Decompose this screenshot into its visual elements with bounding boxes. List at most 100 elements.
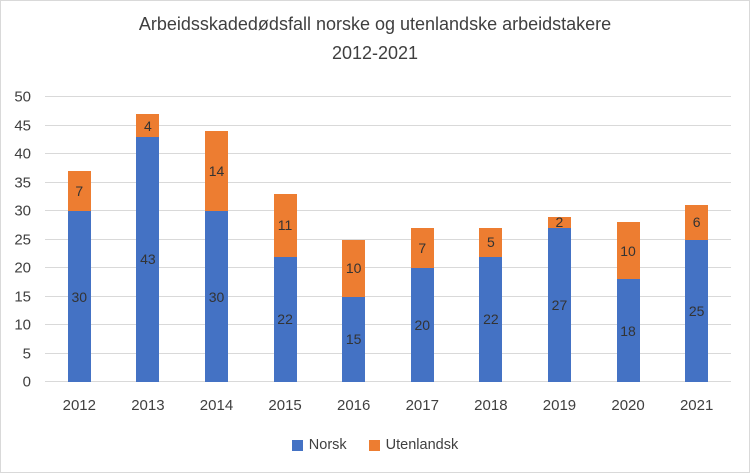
bar-slot: 25 6 [662, 97, 731, 382]
stacked-bar-2021: 25 6 [685, 97, 709, 382]
legend: Norsk Utenlandsk [1, 437, 749, 453]
stacked-bar-2019: 27 2 [547, 97, 571, 382]
bar-segment-utenlandsk-2016: 10 [342, 239, 366, 297]
bar-slot: 22 5 [457, 97, 526, 382]
stacked-bar-2015: 22 11 [273, 97, 297, 382]
bar-value-label: 22 [277, 311, 293, 328]
plot-area: 30 7 43 4 30 14 22 11 15 10 20 7 22 5 27 2 18 10 25 6 [45, 96, 731, 382]
x-axis: 2012 2013 2014 2015 2016 2017 2018 2019 2020 2021 [45, 397, 731, 414]
bar-value-label: 10 [620, 242, 636, 259]
bar-value-label: 15 [345, 331, 362, 348]
bar-segment-norsk-2017: 20 [410, 268, 434, 382]
bar-value-label: 30 [71, 288, 88, 305]
bar-value-label: 22 [483, 311, 499, 328]
gridline [45, 381, 731, 382]
y-axis-tick-label: 20 [14, 259, 31, 277]
x-axis-tick-label: 2015 [268, 397, 302, 414]
bar-value-label: 5 [486, 234, 495, 251]
bar-value-label: 4 [143, 117, 152, 134]
bar-slot: 22 11 [251, 97, 320, 382]
gridline [45, 267, 731, 268]
stacked-bar-2012: 30 7 [67, 97, 91, 382]
y-axis-tick-label: 40 [14, 145, 31, 163]
bar-segment-norsk-2018: 22 [479, 256, 503, 382]
gridline [45, 352, 731, 354]
x-axis-tick-label: 2013 [131, 397, 165, 414]
y-axis: 0 5 10 15 20 25 30 35 40 45 50 [1, 90, 38, 390]
stacked-bar-2014: 30 14 [204, 97, 228, 382]
gridline [45, 210, 731, 211]
bar-slot: 20 7 [388, 97, 457, 382]
bar-segment-norsk-2013: 43 [136, 136, 160, 382]
y-axis-tick-label: 45 [14, 117, 31, 134]
bar-segment-utenlandsk-2015: 11 [273, 193, 297, 257]
bar-slot: 30 7 [45, 97, 114, 382]
bar-segment-norsk-2015: 22 [273, 256, 297, 382]
y-axis-tick-label: 30 [14, 202, 31, 220]
x-axis-tick-label: 2012 [62, 397, 96, 414]
bar-value-label: 2 [555, 214, 564, 231]
bar-segment-utenlandsk-2017: 7 [410, 228, 434, 268]
gridline [45, 181, 731, 183]
bar-value-label: 30 [208, 288, 225, 305]
chart-title-line2: 2012-2021 [331, 43, 419, 63]
bar-value-label: 7 [75, 183, 84, 200]
bar-value-label: 20 [414, 317, 431, 333]
bar-segment-norsk-2021: 25 [685, 239, 709, 382]
gridline [45, 238, 731, 240]
stacked-bar-2016: 15 10 [342, 97, 366, 382]
gridline [45, 295, 731, 297]
bar-value-label: 11 [277, 217, 293, 234]
stacked-bar-2020: 18 10 [616, 97, 640, 382]
x-axis-tick-label: 2016 [336, 397, 371, 414]
gridline [45, 324, 731, 325]
bar-value-label: 18 [620, 322, 636, 339]
bar-slot: 30 14 [182, 97, 251, 382]
bar-segment-utenlandsk-2012: 7 [67, 171, 91, 211]
y-axis-tick-label: 35 [14, 174, 31, 191]
bar-segment-utenlandsk-2020: 10 [616, 222, 640, 280]
bar-segment-utenlandsk-2019: 2 [547, 214, 571, 231]
bar-value-label: 43 [140, 251, 156, 268]
y-axis-tick-label: 15 [14, 288, 31, 305]
bar-value-label: 10 [345, 260, 362, 276]
stacked-bar-2018: 22 5 [479, 97, 503, 382]
legend-swatch-utenlandsk [368, 439, 380, 451]
bar-value-label: 6 [692, 214, 701, 231]
x-axis-tick-label: 2019 [542, 397, 577, 414]
y-axis-tick-label: 25 [14, 231, 31, 248]
chart-title-line1: Arbeidsskadedødsfall norske og utenlands… [138, 14, 612, 34]
y-axis-tick-label: 50 [14, 88, 31, 106]
bars-row: 30 7 43 4 30 14 22 11 15 10 20 7 22 5 27 2 18 10 25 6 [45, 97, 731, 382]
y-axis-tick-label: 5 [22, 345, 31, 362]
bar-segment-norsk-2014: 30 [204, 211, 228, 382]
gridline [45, 153, 731, 154]
y-axis-tick-label: 10 [14, 316, 31, 334]
bar-slot: 15 10 [319, 97, 388, 382]
bar-value-label: 27 [551, 297, 568, 314]
bar-slot: 27 2 [525, 97, 594, 382]
bar-segment-norsk-2012: 30 [67, 211, 91, 382]
x-axis-tick-label: 2014 [199, 397, 234, 414]
bar-value-label: 7 [418, 240, 427, 257]
bar-segment-utenlandsk-2018: 5 [479, 228, 503, 257]
bar-segment-norsk-2020: 18 [616, 279, 640, 382]
x-axis-tick-label: 2018 [474, 397, 508, 414]
bar-segment-utenlandsk-2021: 6 [685, 205, 709, 240]
y-axis-tick-label: 0 [22, 373, 31, 391]
legend-item-norsk: Norsk [291, 437, 347, 453]
gridline [45, 124, 731, 126]
bar-segment-utenlandsk-2013: 4 [136, 114, 160, 137]
legend-swatch-norsk [291, 439, 303, 451]
x-axis-tick-label: 2020 [611, 397, 645, 414]
stacked-bar-2017: 20 7 [410, 97, 434, 382]
stacked-bar-2013: 43 4 [136, 97, 160, 382]
x-axis-tick-label: 2017 [405, 397, 439, 414]
legend-item-utenlandsk: Utenlandsk [368, 437, 459, 453]
bar-segment-norsk-2019: 27 [547, 228, 571, 382]
bar-slot: 43 4 [114, 97, 183, 382]
x-axis-tick-label: 2021 [679, 397, 714, 414]
chart-title: Arbeidsskadedødsfall norske og utenlands… [1, 10, 749, 68]
legend-label: Utenlandsk [385, 437, 459, 453]
